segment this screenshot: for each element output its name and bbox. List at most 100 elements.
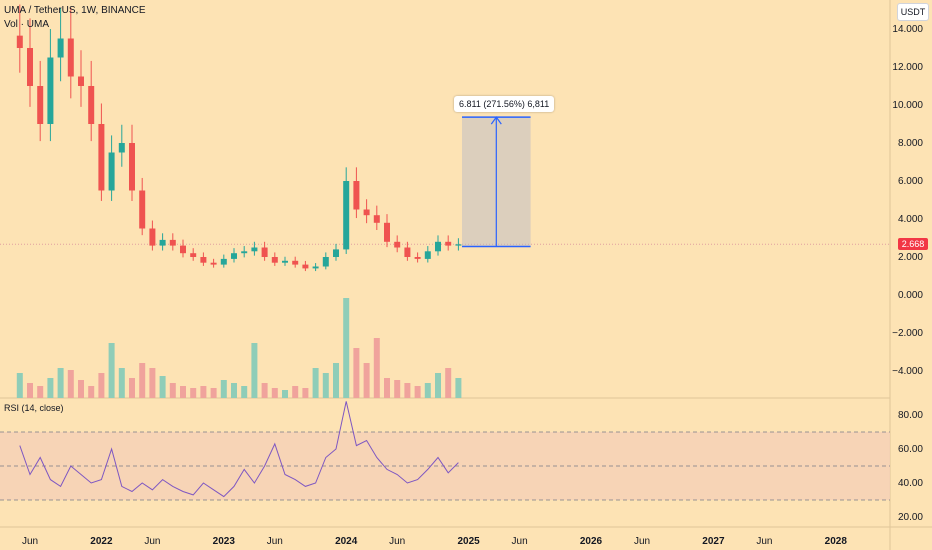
candle-body (435, 241, 441, 252)
volume-bar (67, 370, 74, 398)
volume-bar (363, 363, 370, 398)
candle-body (78, 76, 84, 86)
symbol-title[interactable]: UMA / TetherUS, 1W, BINANCE (4, 5, 146, 16)
candle-body (394, 241, 401, 248)
volume-bar (47, 378, 54, 398)
volume-bar (129, 378, 135, 398)
candle-body (455, 244, 462, 246)
volume-bar (118, 368, 125, 398)
candle-body (302, 264, 309, 269)
candle-body (353, 181, 360, 210)
volume-bar (169, 383, 176, 398)
candle-body (333, 249, 339, 257)
price-tick-label: −4.000 (892, 366, 923, 377)
volume-bar (27, 383, 33, 398)
last-price-tag: 2.668 (898, 238, 928, 250)
volume-bar (302, 388, 309, 398)
rsi-title: RSI (14, close) (4, 403, 64, 413)
time-axis: Jun 2022 Jun 2023 Jun 2024 Jun 2025 Jun 2026 Jun 20… (22, 536, 847, 547)
candle-body (271, 257, 278, 263)
volume-bar (435, 373, 441, 398)
time-tick-label: 2025 (457, 536, 480, 547)
currency-button[interactable]: USDT (897, 3, 929, 21)
candle-body (88, 86, 95, 124)
time-tick-label: 2026 (580, 536, 603, 547)
rsi-tick-label: 80.00 (898, 410, 923, 421)
candle-body (159, 239, 166, 246)
time-tick-label: Jun (512, 536, 528, 547)
measure-arrowhead-icon (490, 116, 502, 125)
volume-bar (241, 386, 248, 398)
price-tick-label: 2.000 (898, 252, 923, 263)
volume-bar (180, 386, 186, 398)
candle-body (251, 247, 258, 252)
candle-body (16, 35, 23, 48)
candle-body (404, 247, 411, 257)
volume-title: Vol · UMA (4, 19, 50, 30)
volume-bar (353, 348, 360, 398)
candle-body (261, 247, 268, 257)
volume-bar (373, 338, 380, 398)
rsi-tick-label: 20.00 (898, 512, 923, 523)
candle-body (67, 38, 74, 77)
price-tick-label: −2.000 (892, 328, 923, 339)
candle-body (322, 257, 329, 267)
time-tick-label: Jun (267, 536, 283, 547)
candle-body (384, 222, 390, 242)
volume-bar (394, 380, 401, 398)
volume-bar (322, 373, 329, 398)
price-axis: 14.000 12.000 10.000 8.000 6.000 4.000 2.000 0.… (892, 24, 923, 377)
candle-body (139, 190, 146, 229)
time-tick-label: Jun (22, 536, 38, 547)
candle-body (190, 253, 197, 257)
volume-bar (384, 378, 390, 398)
volume-bar (98, 373, 105, 398)
volume-bar (190, 388, 197, 398)
time-tick-label: 2024 (335, 536, 358, 547)
volume-bar (220, 380, 227, 398)
volume-bar (88, 386, 95, 398)
rsi-line (19, 401, 459, 498)
volume-bar (445, 368, 452, 398)
candle-body (241, 251, 248, 254)
volume-bar (271, 388, 278, 398)
volume-bar (16, 373, 23, 398)
volume-bar (139, 363, 146, 398)
price-tick-label: 0.000 (898, 290, 923, 301)
candle-body (373, 215, 380, 223)
price-tick-label: 14.000 (892, 24, 923, 35)
volume-bar (343, 298, 350, 398)
time-tick-label: Jun (144, 536, 160, 547)
volume-bar (292, 386, 299, 398)
candle-body (292, 260, 299, 265)
volume-bar (251, 343, 258, 398)
rsi-tick-label: 40.00 (898, 478, 923, 489)
volume-bar (37, 386, 44, 398)
price-tick-label: 12.000 (892, 62, 923, 73)
time-tick-label: Jun (756, 536, 772, 547)
volume-bar (261, 383, 268, 398)
candle-body (47, 57, 54, 124)
candle-body (445, 241, 452, 246)
price-tick-label: 10.000 (892, 100, 923, 111)
candle-body (180, 245, 186, 254)
candle-body (210, 262, 217, 265)
candle-body (414, 257, 421, 259)
price-tick-label: 6.000 (898, 176, 923, 187)
volume-bar (159, 376, 166, 398)
candle-body (312, 266, 319, 269)
volume-bar (414, 386, 421, 398)
candle-body (169, 239, 176, 246)
volume-bar (404, 383, 411, 398)
volume-bar (108, 343, 115, 398)
candle-body (200, 257, 207, 263)
time-tick-label: 2027 (702, 536, 725, 547)
candle-body (231, 253, 237, 259)
candle-body (108, 152, 115, 191)
candle-body (343, 181, 350, 250)
candle-body (57, 38, 64, 58)
candle-body (118, 143, 125, 153)
volume-bar (282, 390, 288, 398)
rsi-tick-label: 60.00 (898, 444, 923, 455)
